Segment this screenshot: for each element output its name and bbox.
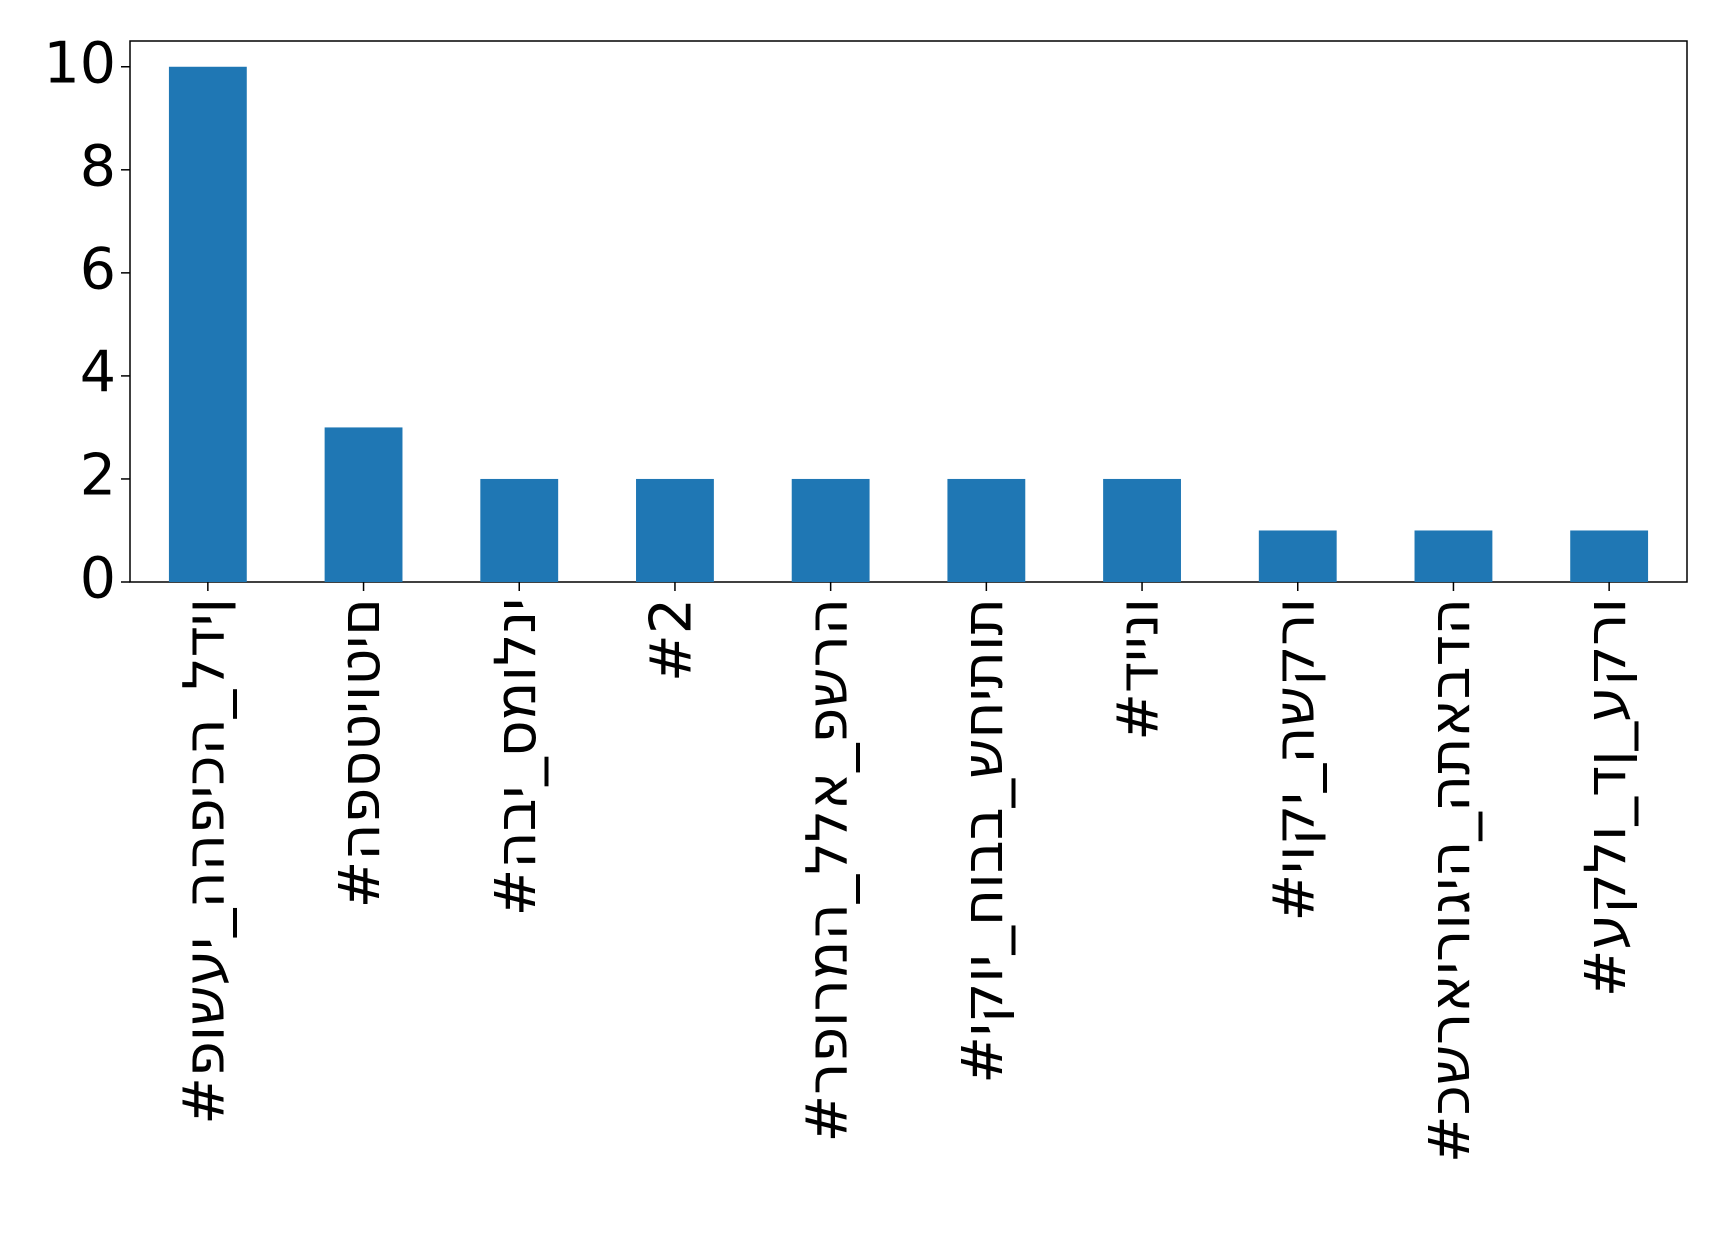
x-tick-label: #יוקי_השקרו [1261, 598, 1327, 922]
bar [480, 478, 559, 582]
y-tick-label: 2 [80, 443, 116, 509]
bar [947, 478, 1026, 582]
plot-frame [129, 40, 1688, 583]
x-tick-label: #דיינו [1106, 598, 1172, 741]
bar [791, 478, 870, 582]
x-tick-label: #כשראירוגיה_התאבדה [1417, 598, 1483, 1163]
x-tick-label: #הבי_סמולני [483, 598, 549, 916]
bar [1570, 530, 1649, 582]
bar [168, 66, 247, 582]
x-tick-label: #פושעי_ההפיכה_לדין [171, 598, 237, 1125]
x-tick-label: #הפסטיוטים [327, 598, 393, 908]
x-tick-label: #עקלו_דן_עקרו [1573, 598, 1639, 997]
y-tick-label: 0 [80, 546, 116, 612]
bar [1258, 530, 1337, 582]
bar [636, 478, 714, 582]
y-tick-label: 10 [43, 30, 116, 96]
bar [1414, 530, 1493, 582]
x-tick-label: #רפורמה_ללא_פשרה [794, 598, 860, 1142]
y-tick-label: 6 [80, 236, 116, 302]
bar [1103, 478, 1181, 582]
y-tick-label: 8 [80, 133, 116, 199]
y-tick-label: 4 [80, 340, 116, 406]
bar [324, 427, 403, 582]
x-tick-label: #יקוי_חובב_שחיתות [950, 598, 1016, 1084]
x-tick-label: #2 [639, 598, 705, 682]
